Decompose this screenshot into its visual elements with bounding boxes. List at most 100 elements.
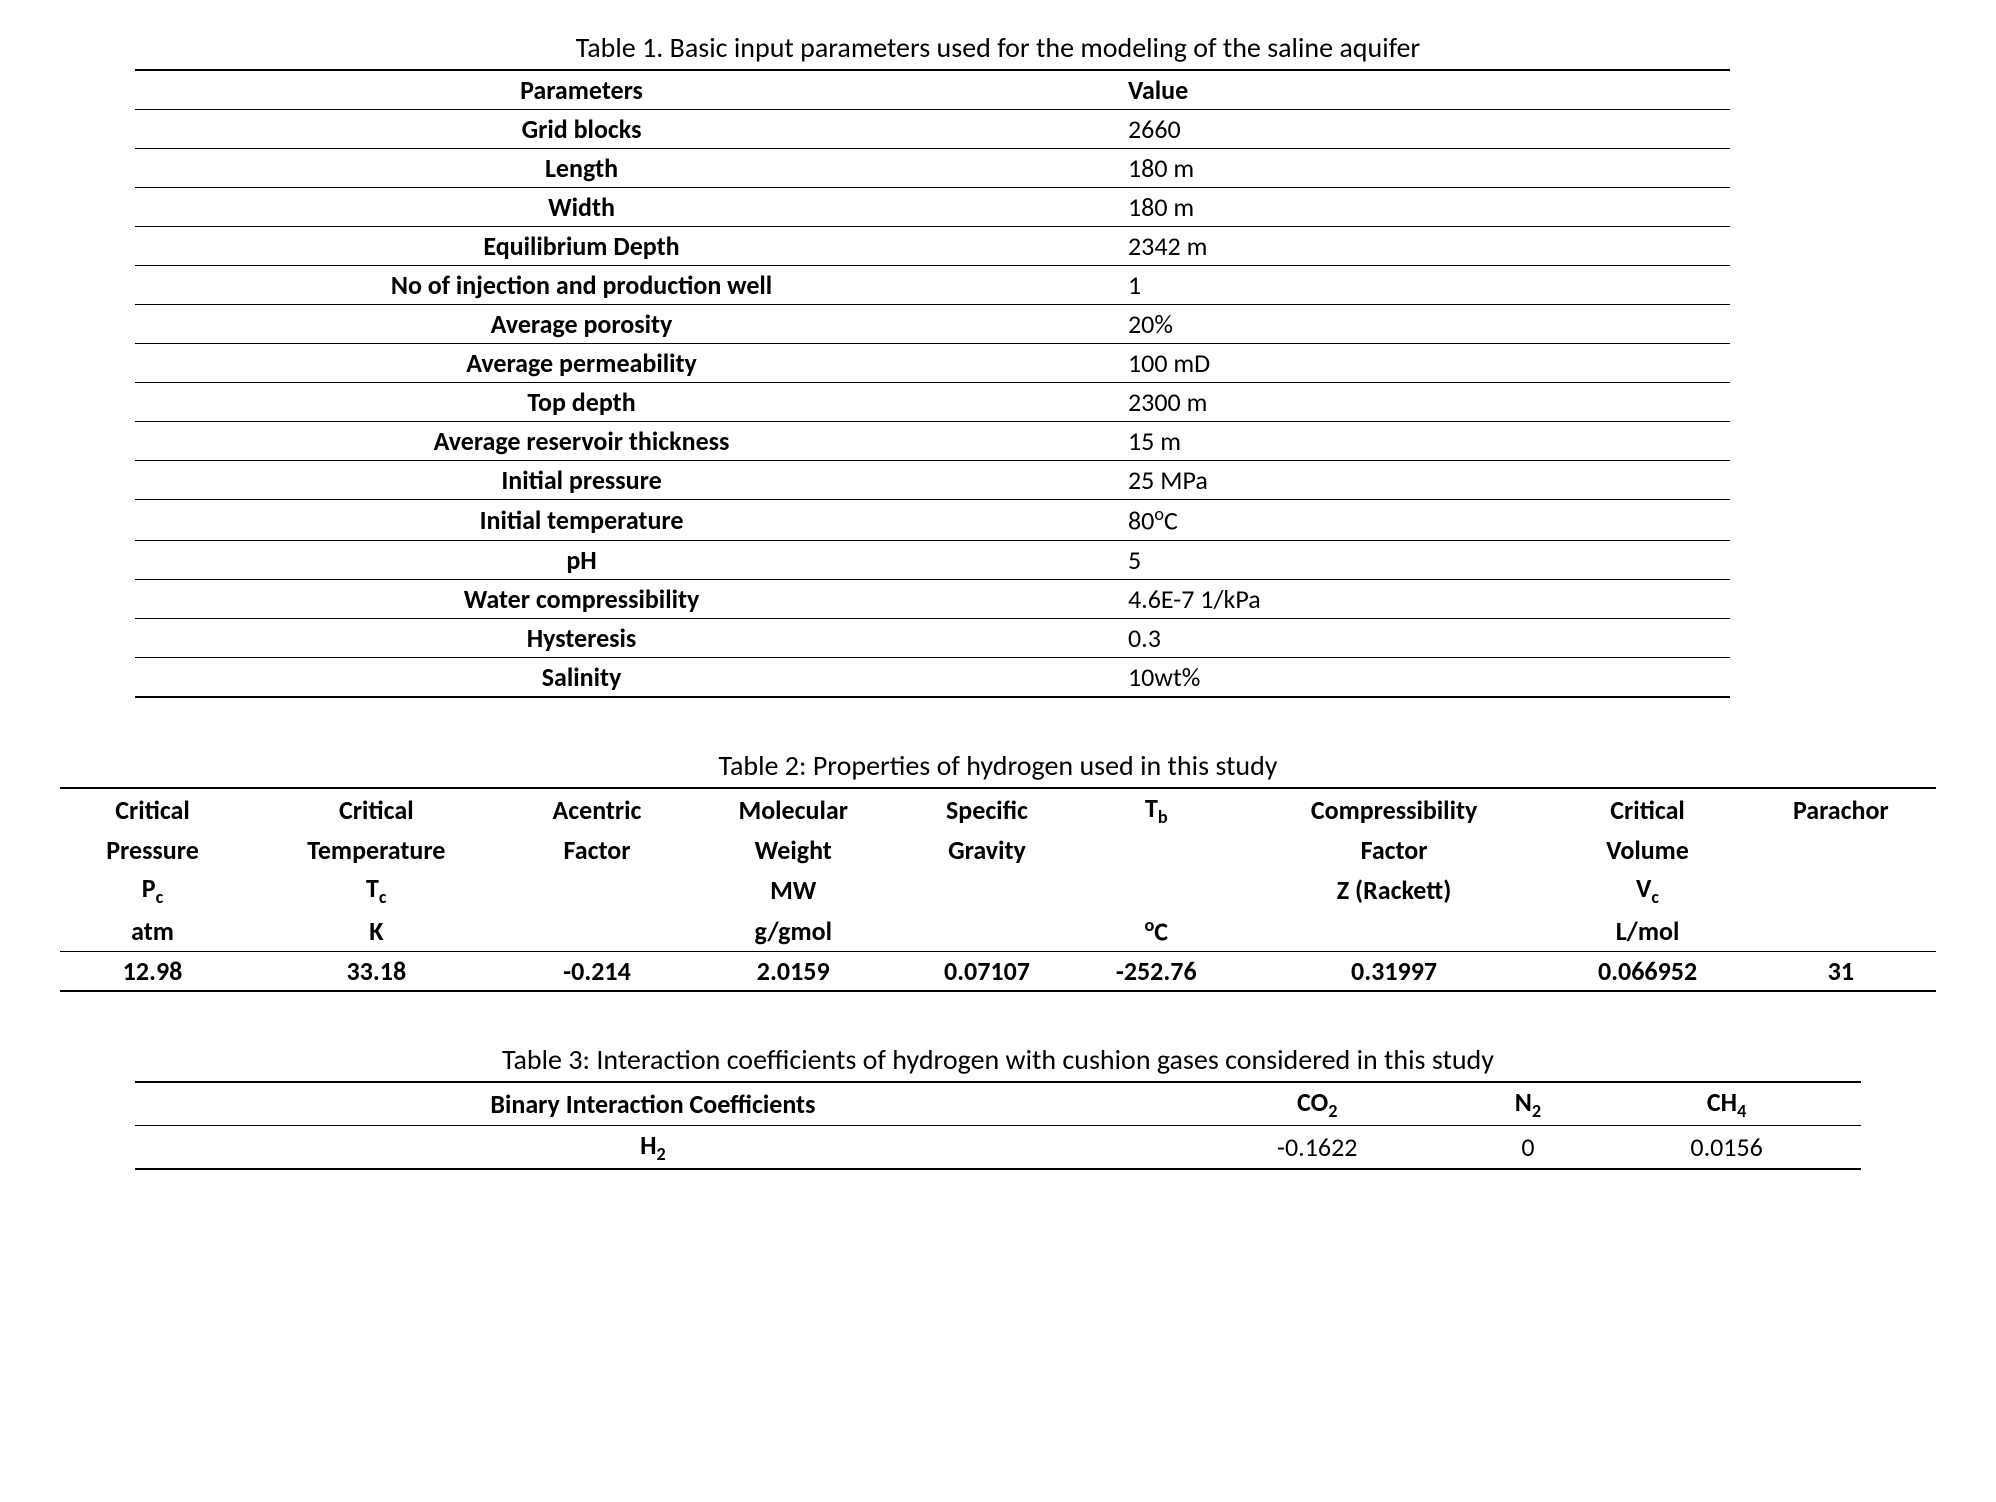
param-cell: Width [135,188,1028,227]
table2-unit-row: atmKg/gmol oC L/mol [60,911,1936,951]
table1-header-param: Parameters [135,70,1028,110]
t2-symbol [900,869,1074,911]
param-cell: Equilibrium Depth [135,227,1028,266]
value-cell: 1 [1028,266,1730,305]
t2-value: 31 [1746,951,1936,991]
t2-head-l1: Parachor [1746,788,1936,831]
t2-unit: L/mol [1549,911,1745,951]
t2-head-l2: Temperature [245,831,508,869]
t2-head-l2: Pressure [60,831,245,869]
table-row: Salinity10wt% [135,657,1730,697]
param-cell: Initial pressure [135,461,1028,500]
t2-symbol [1074,869,1239,911]
value-cell: 4.6E-7 1/kPa [1028,579,1730,618]
value-cell: 80oC [1028,500,1730,541]
table-row: Grid blocks2660 [135,110,1730,149]
param-cell: Average porosity [135,305,1028,344]
t2-symbol: Pc [60,869,245,911]
t2-unit: g/gmol [686,911,900,951]
value-cell: 2300 m [1028,383,1730,422]
t2-head-l1: Critical [245,788,508,831]
param-cell: Salinity [135,657,1028,697]
t2-head-l2: Gravity [900,831,1074,869]
t2-symbol: Tc [245,869,508,911]
t2-unit: atm [60,911,245,951]
t2-symbol: Z (Rackett) [1239,869,1550,911]
t2-unit [1239,911,1550,951]
t2-head-l2: Volume [1549,831,1745,869]
table3-header-c3: N2 [1464,1082,1593,1126]
t2-head-l1: Specific [900,788,1074,831]
t2-value: 2.0159 [686,951,900,991]
t2-value: 33.18 [245,951,508,991]
table1-caption: Table 1. Basic input parameters used for… [60,30,1936,65]
value-cell: 0.3 [1028,618,1730,657]
t2-head-l2: Factor [508,831,687,869]
table-row: Length180 m [135,149,1730,188]
param-cell: Initial temperature [135,500,1028,541]
param-cell: Average reservoir thickness [135,422,1028,461]
param-cell: Grid blocks [135,110,1028,149]
table-row: Hysteresis0.3 [135,618,1730,657]
t2-unit [1746,911,1936,951]
table3-v2: 0 [1464,1125,1593,1169]
param-cell: Average permeability [135,344,1028,383]
table3-header-c2: CO2 [1171,1082,1464,1126]
t2-value: 12.98 [60,951,245,991]
table-row: No of injection and production well1 [135,266,1730,305]
table2-caption: Table 2: Properties of hydrogen used in … [60,748,1936,783]
table1-header-row: Parameters Value [135,70,1730,110]
table1: Parameters Value Grid blocks2660Length18… [135,69,1730,698]
value-cell: 2342 m [1028,227,1730,266]
t2-head-l2: Factor [1239,831,1550,869]
table-row: Initial pressure25 MPa [135,461,1730,500]
t2-value: -0.214 [508,951,687,991]
t2-head-l1: Compressibility [1239,788,1550,831]
table2: CriticalCriticalAcentricMolecularSpecifi… [60,787,1936,992]
value-cell: 20% [1028,305,1730,344]
table3-row-label: H2 [135,1125,1171,1169]
t2-head-l2 [1746,831,1936,869]
table-row: Average permeability100 mD [135,344,1730,383]
table2-header-row2: PressureTemperatureFactorWeightGravityFa… [60,831,1936,869]
param-cell: Top depth [135,383,1028,422]
value-cell: 10wt% [1028,657,1730,697]
value-cell: 15 m [1028,422,1730,461]
table2-wrapper: Table 2: Properties of hydrogen used in … [60,748,1936,992]
t2-unit [508,911,687,951]
t2-symbol [1746,869,1936,911]
table3-data-row: H2 -0.1622 0 0.0156 [135,1125,1861,1169]
t2-value: 0.31997 [1239,951,1550,991]
param-cell: Hysteresis [135,618,1028,657]
table3-caption: Table 3: Interaction coefficients of hyd… [60,1042,1936,1077]
value-cell: 100 mD [1028,344,1730,383]
table-row: Width180 m [135,188,1730,227]
table3-wrapper: Table 3: Interaction coefficients of hyd… [60,1042,1936,1170]
table1-header-value: Value [1028,70,1730,110]
t2-symbol [508,869,687,911]
param-cell: Water compressibility [135,579,1028,618]
value-cell: 25 MPa [1028,461,1730,500]
table-row: Average reservoir thickness15 m [135,422,1730,461]
table3-v1: -0.1622 [1171,1125,1464,1169]
table3-header-row: Binary Interaction Coefficients CO2 N2 C… [135,1082,1861,1126]
value-cell: 180 m [1028,188,1730,227]
t2-head-l1: Acentric [508,788,687,831]
param-cell: No of injection and production well [135,266,1028,305]
table3-header-c1: Binary Interaction Coefficients [135,1082,1171,1126]
table1-wrapper: Table 1. Basic input parameters used for… [60,30,1936,698]
t2-unit: K [245,911,508,951]
param-cell: pH [135,540,1028,579]
t2-unit: oC [1074,911,1239,951]
table-row: Equilibrium Depth2342 m [135,227,1730,266]
table-row: Initial temperature80oC [135,500,1730,541]
t2-symbol: Vc [1549,869,1745,911]
t2-head-l1: Tb [1074,788,1239,831]
table-row: pH5 [135,540,1730,579]
t2-head-l2: Weight [686,831,900,869]
t2-symbol: MW [686,869,900,911]
value-cell: 5 [1028,540,1730,579]
table-row: Average porosity20% [135,305,1730,344]
table2-header-row1: CriticalCriticalAcentricMolecularSpecifi… [60,788,1936,831]
t2-value: 0.066952 [1549,951,1745,991]
